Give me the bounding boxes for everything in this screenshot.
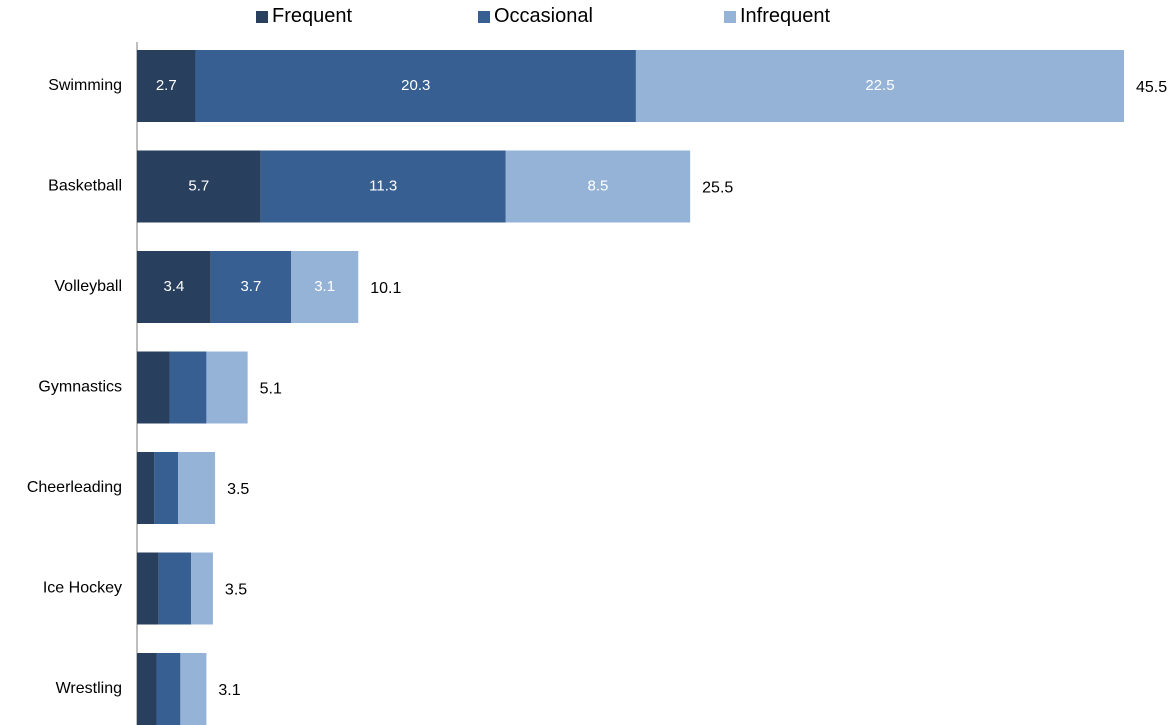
bar-ice-hockey-infrequent xyxy=(191,552,213,625)
category-label-gymnastics: Gymnastics xyxy=(38,379,122,396)
legend-label-occasional: Occasional xyxy=(494,5,593,27)
segment-label-swimming-frequent: 2.7 xyxy=(156,77,177,94)
segment-label-volleyball-frequent: 3.4 xyxy=(163,278,184,295)
bar-ice-hockey-frequent xyxy=(137,552,159,625)
bar-cheerleading-occasional xyxy=(154,452,179,524)
bar-swimming-infrequent xyxy=(635,50,1124,122)
bar-basketball-frequent xyxy=(137,150,261,223)
total-label-wrestling: 3.1 xyxy=(218,682,240,699)
segment-label-swimming-occasional: 20.3 xyxy=(401,77,430,94)
total-label-gymnastics: 5.1 xyxy=(260,381,282,398)
category-label-swimming: Swimming xyxy=(48,77,122,94)
bar-volleyball-frequent xyxy=(137,251,211,323)
category-label-basketball: Basketball xyxy=(48,178,122,195)
bar-basketball-infrequent xyxy=(505,150,691,223)
segment-label-swimming-infrequent: 22.5 xyxy=(865,77,894,94)
bar-swimming-occasional xyxy=(195,50,636,122)
bar-basketball-occasional xyxy=(260,150,506,223)
legend-item-occasional: Occasional xyxy=(478,5,593,28)
bars-layer: Swimming 2.7 20.3 22.5 45.5 Basketball 5.7 11.3… xyxy=(27,42,1167,725)
total-label-basketball: 25.5 xyxy=(702,180,733,197)
bar-cheerleading-frequent xyxy=(137,452,155,524)
total-label-volleyball: 10.1 xyxy=(370,280,401,297)
category-label-wrestling: Wrestling xyxy=(56,680,122,697)
bar-gymnastics-infrequent xyxy=(206,351,248,424)
legend-swatch-occasional xyxy=(478,10,490,23)
bar-gymnastics-frequent xyxy=(137,351,170,424)
bar-gymnastics-occasional xyxy=(169,351,207,424)
segment-label-basketball-frequent: 5.7 xyxy=(188,177,209,194)
legend-item-frequent: Frequent xyxy=(256,5,352,28)
bar-cheerleading-infrequent xyxy=(178,452,216,524)
bar-ice-hockey-occasional xyxy=(158,552,192,625)
segment-label-volleyball-occasional: 3.7 xyxy=(240,278,261,295)
category-label-ice-hockey: Ice Hockey xyxy=(43,580,122,597)
bar-swimming-frequent xyxy=(137,50,196,122)
segment-label-basketball-occasional: 11.3 xyxy=(369,177,397,194)
bar-wrestling-occasional xyxy=(156,653,181,725)
legend-swatch-frequent xyxy=(256,10,268,23)
legend-label-infrequent: Infrequent xyxy=(740,5,831,27)
category-label-volleyball: Volleyball xyxy=(54,278,122,295)
legend-item-infrequent: Infrequent xyxy=(724,5,830,28)
bar-wrestling-infrequent xyxy=(180,653,207,725)
legend-label-frequent: Frequent xyxy=(272,5,353,27)
bar-volleyball-infrequent xyxy=(291,251,359,323)
segment-label-volleyball-infrequent: 3.1 xyxy=(314,278,335,295)
bar-volleyball-occasional xyxy=(210,251,292,323)
bar-wrestling-frequent xyxy=(137,653,157,725)
legend: Frequent Occasional Infrequent xyxy=(0,5,1175,35)
total-label-cheerleading: 3.5 xyxy=(227,481,249,498)
legend-swatch-infrequent xyxy=(724,10,736,23)
total-label-swimming: 45.5 xyxy=(1136,79,1167,96)
category-label-cheerleading: Cheerleading xyxy=(27,479,122,496)
segment-label-basketball-infrequent: 8.5 xyxy=(588,177,609,194)
total-label-ice-hockey: 3.5 xyxy=(225,582,247,599)
